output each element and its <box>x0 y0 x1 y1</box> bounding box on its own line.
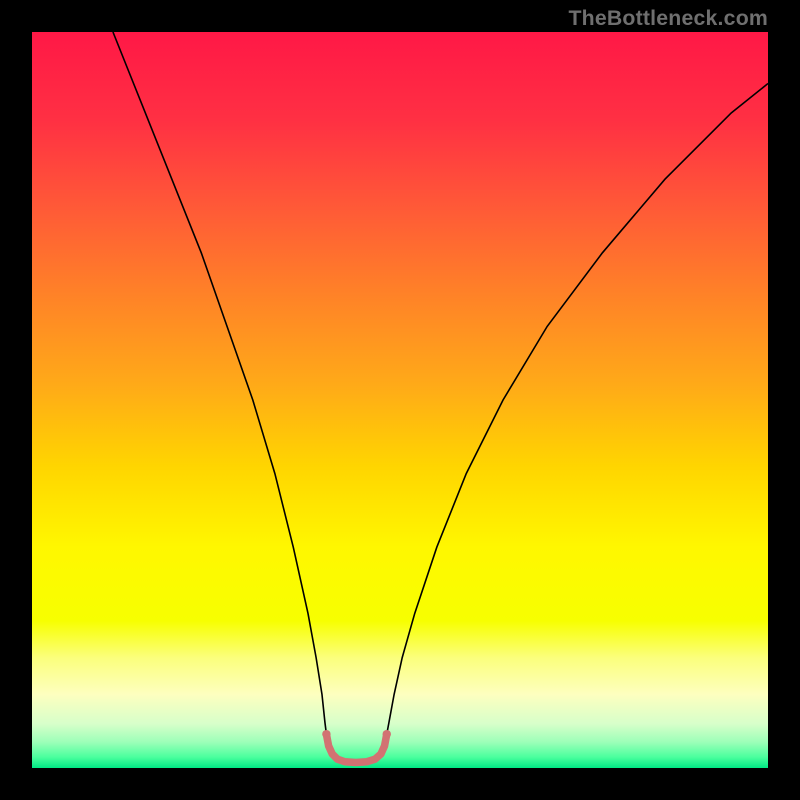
arc-cap-right <box>383 730 391 738</box>
background-rect <box>32 32 768 768</box>
chart-svg <box>32 32 768 768</box>
plot-area <box>32 32 768 768</box>
arc-cap-left <box>322 730 330 738</box>
frame: TheBottleneck.com <box>0 0 800 800</box>
watermark-text: TheBottleneck.com <box>568 6 768 31</box>
